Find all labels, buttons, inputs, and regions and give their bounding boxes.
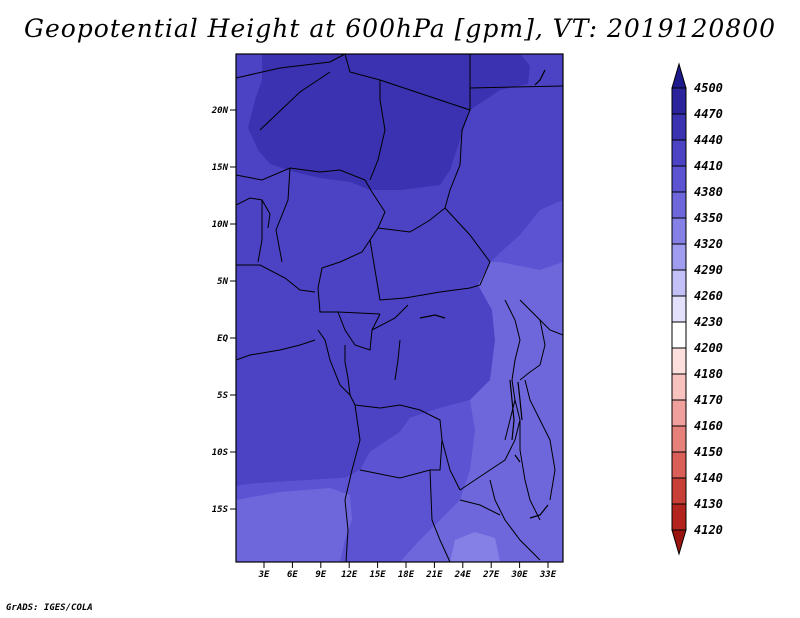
colorbar-label: 4440	[694, 133, 723, 147]
lon-label: 24E	[454, 570, 472, 580]
colorbar-box	[671, 347, 687, 375]
colorbar-label: 4230	[694, 315, 723, 329]
colorbar-box	[671, 295, 687, 323]
colorbar-label: 4200	[694, 341, 723, 355]
lon-label: 12E	[341, 570, 358, 580]
lon-label: 15E	[369, 570, 386, 580]
lon-label: 27E	[482, 570, 500, 580]
colorbar-label: 4500	[694, 81, 723, 95]
height-field	[236, 54, 563, 562]
colorbar-box	[671, 113, 687, 141]
colorbar-label: 4180	[694, 367, 723, 381]
longitude-axis: 3E 6E 9E 12E 15E 18E 21E 24E 27E 30E 33E	[258, 562, 557, 580]
colorbar-box	[671, 399, 687, 427]
lon-label: 6E	[287, 570, 298, 580]
colorbar-box	[671, 191, 687, 219]
colorbar-box	[671, 451, 687, 479]
colorbar-top-arrow	[671, 62, 687, 89]
map-title: Geopotential Height at 600hPa [gpm], VT:…	[23, 14, 777, 43]
lon-label: 3E	[258, 570, 270, 580]
field-4380-east	[490, 200, 563, 270]
colorbar-box	[671, 425, 687, 453]
lat-label: 10N	[212, 220, 229, 230]
colorbar-box	[671, 373, 687, 401]
field-4440	[248, 54, 530, 190]
lon-label: 9E	[315, 570, 326, 580]
lon-label: 21E	[425, 570, 443, 580]
colorbar-label: 4160	[694, 419, 723, 433]
latitude-axis: 20N 15N 10N 5N EQ 5S 10S 15S	[211, 106, 236, 515]
borders	[236, 54, 563, 562]
colorbar-label: 4140	[694, 471, 723, 485]
colorbar-label: 4410	[694, 159, 723, 173]
colorbar-box	[671, 243, 687, 271]
lakes	[419, 69, 549, 519]
colorbar: 4500 4470 4440 4410 4380 4350 4320 4290 4260 4230…	[671, 62, 723, 556]
lat-label: 15N	[212, 163, 229, 173]
credit-text: GrADS: IGES/COLA	[6, 603, 93, 613]
colorbar-label: 4350	[694, 211, 723, 225]
field-4350-sw	[236, 488, 352, 562]
lat-label: 20N	[211, 106, 229, 116]
colorbar-label: 4170	[694, 393, 723, 407]
colorbar-box	[671, 217, 687, 245]
lat-label: 15S	[212, 505, 229, 515]
lon-label: 18E	[398, 570, 415, 580]
field-4320-se	[450, 532, 500, 562]
colorbar-box	[671, 321, 687, 349]
map-frame	[235, 53, 564, 563]
colorbar-box	[671, 139, 687, 167]
colorbar-box	[671, 165, 687, 193]
lon-label: 30E	[510, 570, 528, 580]
lat-label: 10S	[212, 448, 229, 458]
colorbar-box	[671, 269, 687, 297]
colorbar-label: 4380	[694, 185, 723, 199]
lon-label: 33E	[539, 570, 557, 580]
colorbar-label: 4120	[694, 523, 723, 537]
colorbar-label: 4470	[694, 107, 723, 121]
colorbar-bottom-arrow	[671, 529, 687, 556]
colorbar-label: 4290	[694, 263, 723, 277]
lat-label: 5S	[217, 391, 228, 401]
colorbar-box	[671, 477, 687, 505]
lat-label: 5N	[217, 277, 228, 287]
colorbar-label: 4130	[694, 497, 723, 511]
colorbar-label: 4150	[694, 445, 723, 459]
colorbar-label: 4320	[694, 237, 723, 251]
lat-label: EQ	[217, 334, 228, 344]
colorbar-label: 4260	[694, 289, 723, 303]
colorbar-box	[671, 87, 687, 115]
colorbar-box	[671, 503, 687, 531]
